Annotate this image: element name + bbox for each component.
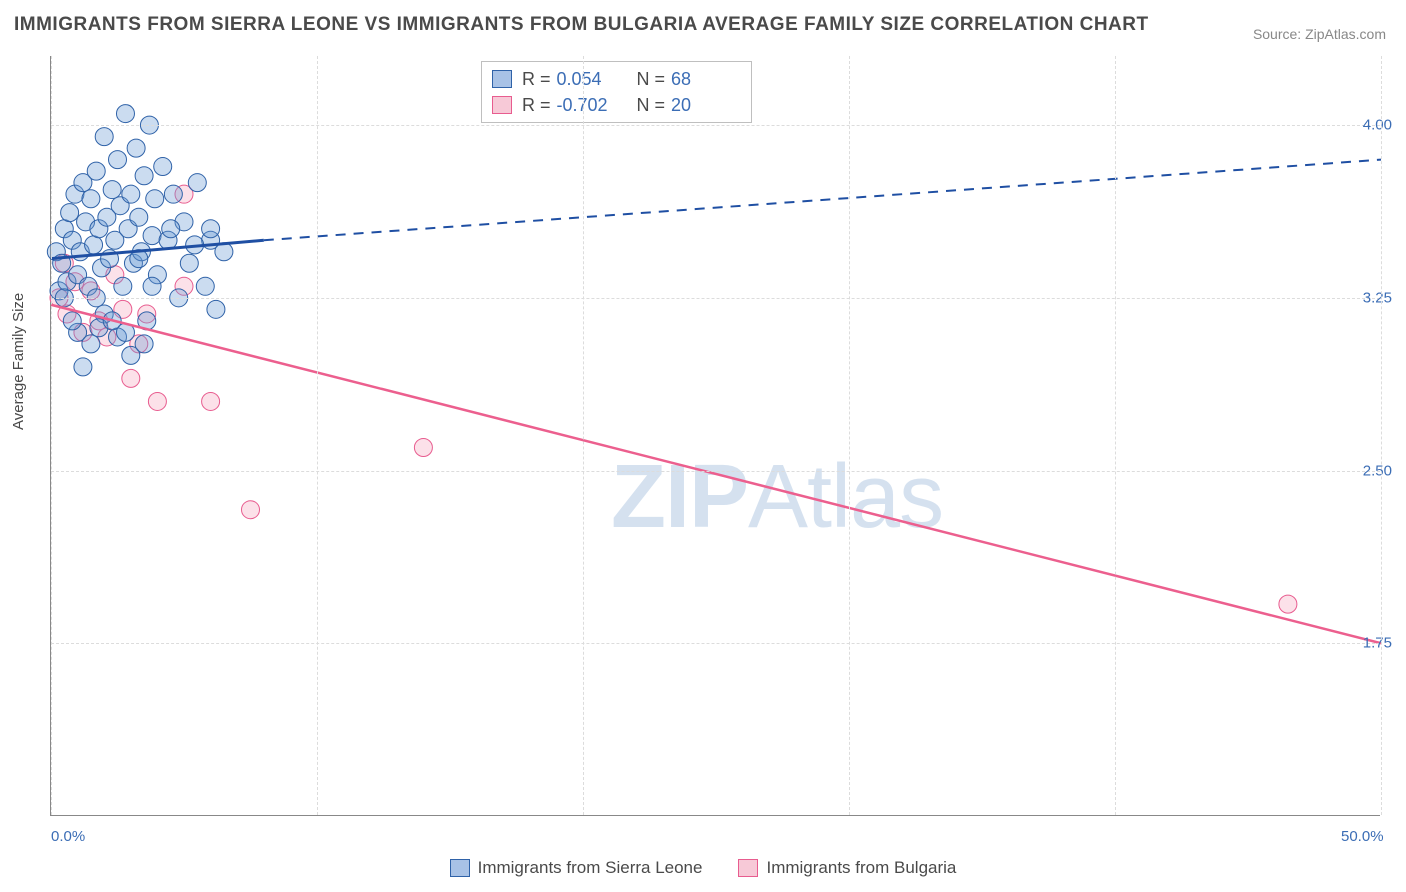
y-tick-label: 4.00 [1363,117,1392,134]
stats-legend-row: R = 0.054 N = 68 [492,66,741,92]
trendline-pink [51,305,1381,644]
scatter-point [242,501,260,519]
trendline-blue-dashed [264,160,1381,241]
stat-r-label: R = [522,95,551,116]
scatter-point [103,181,121,199]
scatter-point [122,369,140,387]
scatter-point [207,300,225,318]
source-attribution: Source: ZipAtlas.com [1253,26,1386,42]
legend-swatch [492,96,512,114]
scatter-svg [51,56,1380,815]
scatter-point [109,151,127,169]
stat-r-value: -0.702 [557,95,627,116]
gridline-vertical [1115,56,1116,815]
x-tick-label: 50.0% [1341,828,1384,845]
stats-legend-box: R = 0.054 N = 68 R = -0.702 N = 20 [481,61,752,123]
gridline-vertical [51,56,52,815]
legend-swatch [738,859,758,877]
bottom-legend-item: Immigrants from Sierra Leone [450,858,703,878]
stat-r-label: R = [522,69,551,90]
bottom-legend-label: Immigrants from Bulgaria [766,858,956,878]
stats-legend-row: R = -0.702 N = 20 [492,92,741,118]
y-axis-label: Average Family Size [10,293,27,430]
scatter-point [154,158,172,176]
scatter-point [202,220,220,238]
scatter-point [74,358,92,376]
scatter-point [114,277,132,295]
gridline-horizontal [51,643,1380,644]
scatter-point [87,162,105,180]
stat-n-value: 68 [671,69,741,90]
stat-n-value: 20 [671,95,741,116]
scatter-point [196,277,214,295]
bottom-legend: Immigrants from Sierra Leone Immigrants f… [0,858,1406,882]
scatter-point [1279,595,1297,613]
chart-title: IMMIGRANTS FROM SIERRA LEONE VS IMMIGRAN… [14,14,1149,36]
stat-n-label: N = [637,95,666,116]
scatter-point [162,220,180,238]
gridline-horizontal [51,471,1380,472]
scatter-point [146,190,164,208]
stat-r-value: 0.054 [557,69,627,90]
scatter-point [61,204,79,222]
bottom-legend-item: Immigrants from Bulgaria [738,858,956,878]
bottom-legend-label: Immigrants from Sierra Leone [478,858,703,878]
y-tick-label: 3.25 [1363,289,1392,306]
scatter-point [135,167,153,185]
legend-swatch [492,70,512,88]
scatter-point [63,312,81,330]
y-tick-label: 2.50 [1363,462,1392,479]
scatter-point [122,185,140,203]
scatter-point [143,277,161,295]
scatter-point [164,185,182,203]
scatter-point [82,335,100,353]
stat-n-label: N = [637,69,666,90]
gridline-vertical [1381,56,1382,815]
scatter-point [180,254,198,272]
gridline-horizontal [51,125,1380,126]
chart-plot-area: ZIPAtlas R = 0.054N = 68R = -0.702N = 20… [50,56,1380,816]
scatter-point [202,392,220,410]
scatter-point [135,335,153,353]
legend-swatch [450,859,470,877]
scatter-point [148,392,166,410]
scatter-point [116,105,134,123]
scatter-point [127,139,145,157]
scatter-point [130,208,148,226]
scatter-point [95,128,113,146]
gridline-vertical [317,56,318,815]
scatter-point [414,439,432,457]
x-tick-label: 0.0% [51,828,85,845]
scatter-point [85,236,103,254]
gridline-vertical [849,56,850,815]
scatter-point [188,174,206,192]
y-tick-label: 1.75 [1363,635,1392,652]
gridline-vertical [583,56,584,815]
scatter-point [143,227,161,245]
scatter-point [82,190,100,208]
gridline-horizontal [51,298,1380,299]
